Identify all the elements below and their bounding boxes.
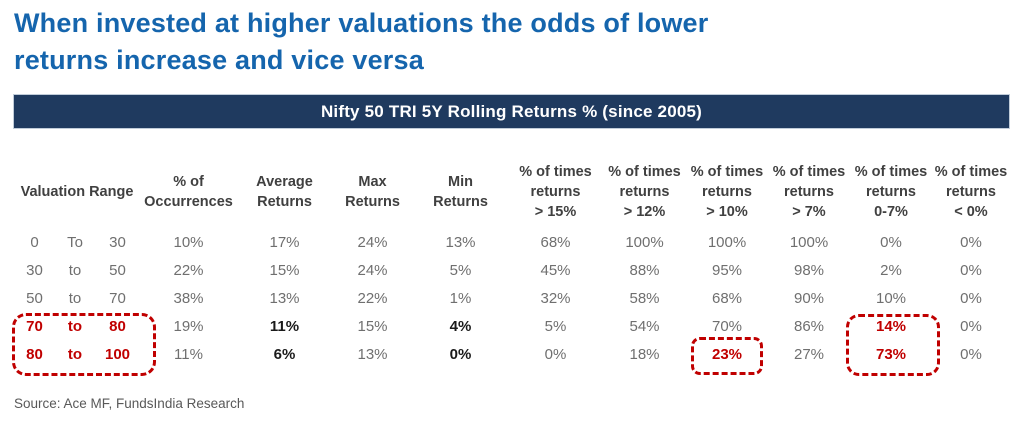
- source-note: Source: Ace MF, FundsIndia Research: [14, 396, 245, 411]
- table-title: Nifty 50 TRI 5Y Rolling Returns % (since…: [320, 101, 703, 121]
- col-header-Returns: Average Returns: [256, 174, 313, 210]
- value-cell: 0%: [960, 345, 982, 363]
- value-cell: 5%: [544, 317, 567, 335]
- value-cell: 6%: [273, 345, 296, 363]
- page-title: When invested at higher valuations the o…: [14, 8, 709, 75]
- value-cell: 88%: [629, 261, 660, 279]
- col-header-Returns: Max Returns: [345, 174, 400, 210]
- rolling-returns-table: Valuation Range % of Occurrences Average R…: [14, 156, 1010, 368]
- value-cell: 100%: [789, 233, 829, 251]
- value-cell: 70%: [711, 317, 743, 335]
- value-cell: 15%: [357, 317, 388, 335]
- value-cell: 100%: [625, 233, 664, 251]
- value-cell: 45%: [540, 261, 571, 279]
- value-cell: 22%: [357, 289, 388, 307]
- col-header-valuation-range: Valuation Range: [20, 184, 134, 200]
- value-cell: 2%: [880, 261, 902, 279]
- value-cell: 10%: [173, 233, 204, 251]
- range-cell: 50: [109, 261, 126, 279]
- col-header-Occurrences: % of Occurrences: [144, 174, 233, 210]
- range-cell: to: [68, 261, 82, 279]
- col-header--0-: % of times returns < 0%: [934, 164, 1008, 220]
- value-cell: 27%: [793, 345, 825, 363]
- value-cell: 54%: [629, 317, 660, 335]
- value-cell: 13%: [357, 345, 388, 363]
- value-cell: 22%: [173, 261, 204, 279]
- range-cell: 80: [26, 345, 43, 363]
- value-cell: 0%: [960, 261, 982, 279]
- col-header--10-: % of times returns > 10%: [690, 164, 764, 220]
- range-cell: 50: [26, 289, 43, 307]
- value-cell: 13%: [445, 233, 476, 251]
- value-cell: 95%: [711, 261, 743, 279]
- value-cell: 13%: [269, 289, 300, 307]
- col-header--15-: % of times returns > 15%: [519, 164, 592, 220]
- range-cell: To: [67, 233, 83, 251]
- value-cell: 0%: [449, 345, 472, 363]
- range-cell: to: [68, 289, 82, 307]
- range-cell: 70: [109, 289, 126, 307]
- value-cell: 10%: [875, 289, 907, 307]
- value-cell: 0%: [960, 233, 982, 251]
- range-cell: to: [67, 317, 83, 335]
- col-header-0-7-: % of times returns 0-7%: [854, 164, 928, 220]
- value-cell: 0%: [544, 345, 567, 363]
- value-cell: 90%: [793, 289, 825, 307]
- value-cell: 86%: [793, 317, 825, 335]
- value-cell: 14%: [875, 317, 907, 335]
- value-cell: 24%: [357, 233, 388, 251]
- value-cell: 24%: [357, 261, 388, 279]
- value-cell: 58%: [629, 289, 660, 307]
- value-cell: 32%: [540, 289, 571, 307]
- value-cell: 17%: [269, 233, 300, 251]
- value-cell: 38%: [173, 289, 204, 307]
- range-cell: to: [67, 345, 83, 363]
- value-cell: 68%: [540, 233, 571, 251]
- value-cell: 5%: [449, 261, 472, 279]
- range-cell: 70: [26, 317, 43, 335]
- col-header-Returns: Min Returns: [433, 174, 488, 210]
- value-cell: 100%: [707, 233, 747, 251]
- value-cell: 11%: [174, 345, 203, 363]
- value-cell: 1%: [449, 289, 472, 307]
- range-cell: 30: [26, 261, 43, 279]
- range-cell: 80: [109, 317, 126, 335]
- value-cell: 0%: [960, 289, 982, 307]
- value-cell: 23%: [711, 345, 743, 363]
- col-header--7-: % of times returns > 7%: [772, 164, 846, 220]
- table-title-banner: Nifty 50 TRI 5Y Rolling Returns % (since…: [13, 94, 1010, 129]
- col-header--12-: % of times returns > 12%: [608, 164, 681, 220]
- value-cell: 0%: [960, 317, 982, 335]
- value-cell: 19%: [173, 317, 204, 335]
- value-cell: 18%: [629, 345, 660, 363]
- range-cell: 0: [30, 233, 39, 251]
- range-cell: 100: [104, 345, 131, 363]
- value-cell: 73%: [875, 345, 907, 363]
- range-cell: 30: [109, 233, 126, 251]
- value-cell: 15%: [269, 261, 300, 279]
- value-cell: 11%: [269, 317, 300, 335]
- value-cell: 0%: [880, 233, 902, 251]
- value-cell: 98%: [793, 261, 825, 279]
- value-cell: 4%: [449, 317, 472, 335]
- value-cell: 68%: [711, 289, 743, 307]
